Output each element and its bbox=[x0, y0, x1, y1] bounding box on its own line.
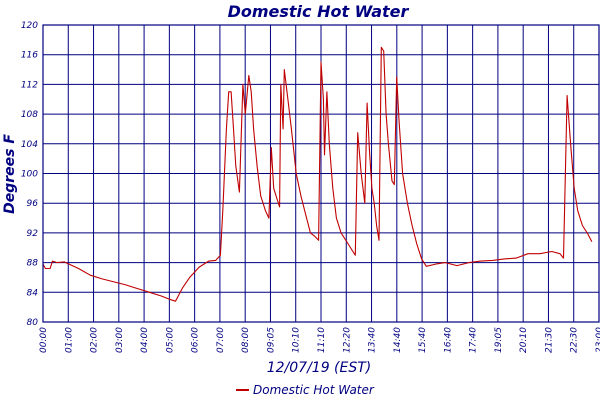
x-tick-label: 02:00 bbox=[90, 327, 100, 353]
y-axis-label: Degrees F bbox=[2, 134, 18, 214]
x-tick-label: 05:00 bbox=[165, 327, 175, 353]
y-axis-ticks: 80 84 88 92 96 100 104 108 112 116 120 bbox=[21, 21, 38, 328]
x-axis-label: 12/07/19 (EST) bbox=[267, 360, 372, 376]
x-tick-label: 09:05 bbox=[266, 327, 276, 353]
x-tick-label: 20:10 bbox=[519, 327, 529, 353]
legend-label: Domestic Hot Water bbox=[253, 383, 375, 397]
x-tick-label: 04:00 bbox=[140, 327, 150, 353]
y-tick-label: 120 bbox=[21, 21, 38, 31]
series-layer bbox=[42, 46, 593, 302]
y-tick-label: 108 bbox=[21, 110, 38, 120]
plot-frame bbox=[42, 24, 600, 323]
x-tick-label: 14:40 bbox=[393, 327, 403, 353]
y-tick-label: 100 bbox=[21, 170, 38, 180]
x-tick-label: 16:40 bbox=[443, 327, 453, 353]
y-tick-label: 112 bbox=[21, 80, 38, 90]
x-tick-label: 21:30 bbox=[544, 327, 554, 353]
x-tick-label: 17:40 bbox=[469, 327, 479, 353]
series-line-domestic-hot-water bbox=[42, 46, 593, 302]
x-tick-label: 13:40 bbox=[368, 327, 378, 353]
y-tick-label: 116 bbox=[21, 51, 38, 61]
chart-title: Domestic Hot Water bbox=[228, 2, 410, 21]
x-tick-label: 07:00 bbox=[216, 327, 226, 353]
x-tick-label: 00:00 bbox=[39, 327, 49, 353]
x-tick-label: 08:00 bbox=[241, 327, 251, 353]
x-tick-label: 06:00 bbox=[191, 327, 201, 353]
x-tick-label: 12:20 bbox=[342, 327, 352, 353]
x-tick-label: 23:00 bbox=[595, 327, 600, 353]
y-tick-label: 92 bbox=[27, 229, 39, 239]
y-tick-label: 88 bbox=[27, 259, 39, 269]
x-tick-label: 03:00 bbox=[115, 327, 125, 353]
legend: Domestic Hot Water bbox=[236, 383, 375, 397]
x-tick-label: 15:40 bbox=[418, 327, 428, 353]
x-tick-label: 10:10 bbox=[292, 327, 302, 353]
y-tick-label: 80 bbox=[27, 318, 39, 328]
y-tick-label: 104 bbox=[21, 140, 38, 150]
x-tick-label: 22:30 bbox=[570, 327, 580, 353]
y-tick-label: 96 bbox=[27, 199, 39, 209]
x-axis-ticks: 00:00 01:00 02:00 03:00 04:00 05:00 06:00 07:00… bbox=[39, 327, 600, 353]
x-tick-label: 01:00 bbox=[64, 327, 74, 353]
x-tick-label: 11:10 bbox=[317, 327, 327, 353]
y-tick-label: 84 bbox=[27, 288, 39, 298]
x-tick-label: 19:05 bbox=[494, 327, 504, 353]
